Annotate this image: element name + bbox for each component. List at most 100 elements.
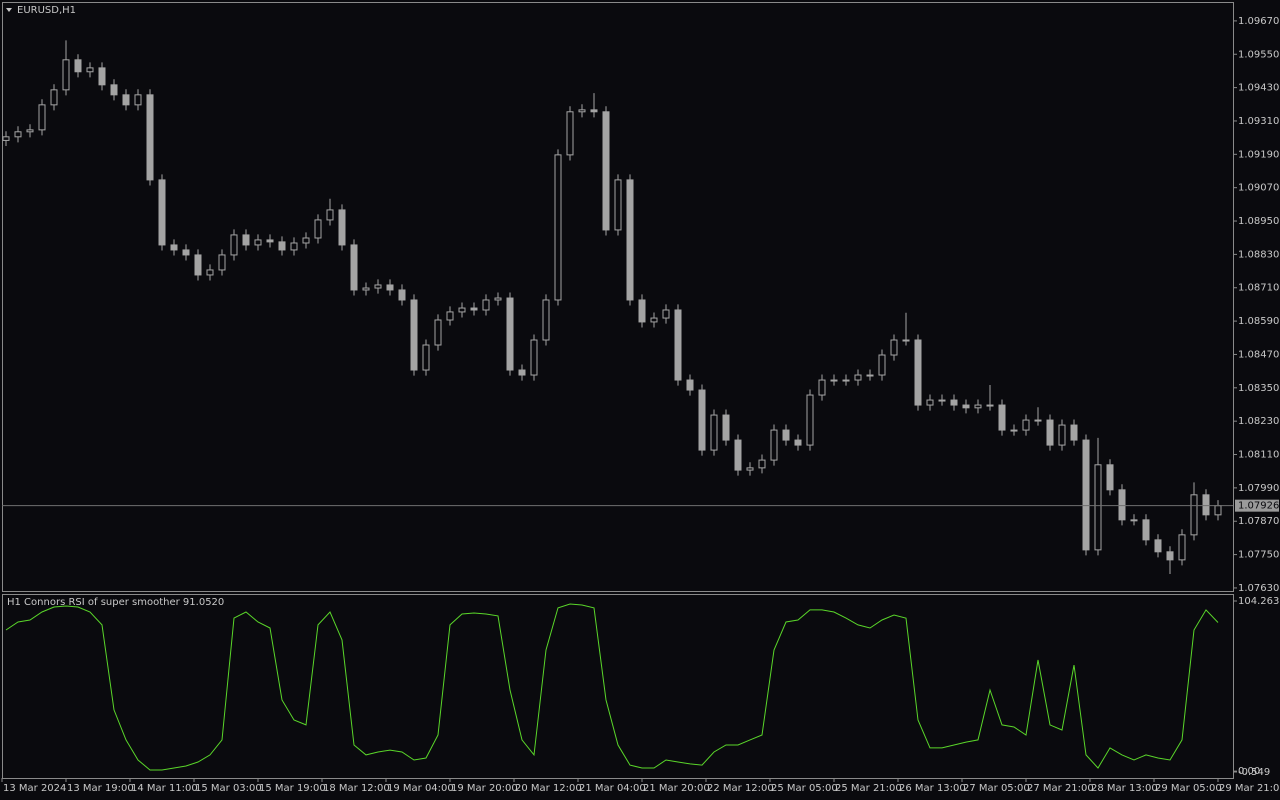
x-tick-label: 27 Mar 05:00: [963, 783, 1030, 794]
candle-body: [722, 414, 730, 441]
candle-body: [326, 209, 334, 221]
candle-body: [842, 379, 850, 382]
candle-body: [914, 339, 922, 406]
candle-body: [938, 399, 946, 402]
x-tick-label: 22 Mar 12:00: [707, 783, 774, 794]
candle-body: [1178, 534, 1186, 561]
candle-body: [1022, 419, 1030, 431]
y-tick-label: 1.07870: [1238, 516, 1279, 527]
x-tick-label: 25 Mar 21:00: [835, 783, 902, 794]
candle-body: [518, 369, 526, 376]
candle-body: [182, 249, 190, 256]
y-tick-label: 104.2638: [1238, 596, 1280, 607]
candle-body: [74, 59, 82, 73]
x-tick-label: 19 Mar 20:00: [451, 783, 518, 794]
candle-body: [422, 344, 430, 371]
candle-body: [2, 136, 10, 141]
candle-body: [602, 111, 610, 231]
y-tick-label: 1.08110: [1238, 450, 1279, 461]
y-tick-label: 1.09550: [1238, 49, 1279, 60]
candle-body: [1106, 464, 1114, 491]
candle-body: [506, 297, 514, 371]
candle-body: [1094, 464, 1102, 551]
candle-body: [1130, 519, 1138, 522]
x-tick-label: 18 Mar 12:00: [323, 783, 390, 794]
candle-body: [314, 219, 322, 239]
candle-body: [746, 467, 754, 471]
x-tick-label: 29 Mar 21:00: [1219, 783, 1280, 794]
candle-body: [578, 109, 586, 113]
candle-body: [62, 59, 70, 91]
candle-body: [1166, 551, 1174, 561]
candle-body: [614, 179, 622, 231]
candle-body: [98, 67, 106, 86]
candle-body: [158, 179, 166, 246]
y-tick-label: 1.07630: [1238, 583, 1279, 594]
y-tick-label: 1.08830: [1238, 249, 1279, 260]
x-tick-label: 28 Mar 13:00: [1091, 783, 1158, 794]
candle-body: [686, 379, 694, 391]
current-price-box: [1235, 499, 1279, 512]
candle-body: [1034, 419, 1042, 422]
candle-body: [590, 109, 598, 113]
current-price-label: 1.07926: [1238, 501, 1279, 512]
candle-body: [338, 209, 346, 246]
candle-body: [50, 89, 58, 106]
candle-body: [734, 439, 742, 471]
candle-body: [146, 94, 154, 181]
candle-body: [386, 284, 394, 291]
candle-body: [554, 154, 562, 301]
x-tick-label: 20 Mar 12:00: [515, 783, 582, 794]
candle-body: [1010, 429, 1018, 432]
x-tick-label: 13 Mar 2024: [3, 783, 66, 794]
candle-body: [626, 179, 634, 301]
candle-body: [410, 299, 418, 371]
candle-body: [350, 244, 358, 291]
x-tick-label: 14 Mar 11:00: [131, 783, 198, 794]
candle-body: [782, 429, 790, 441]
y-tick-label: 1.08950: [1238, 216, 1279, 227]
candle-body: [878, 354, 886, 376]
x-tick-label: 26 Mar 13:00: [899, 783, 966, 794]
x-tick-label: 25 Mar 05:00: [771, 783, 838, 794]
y-tick-label: 1.08590: [1238, 316, 1279, 327]
candle-body: [278, 241, 286, 251]
candle-body: [1190, 494, 1198, 536]
candle-body: [1082, 439, 1090, 551]
candle-body: [302, 237, 310, 244]
candle-body: [1202, 494, 1210, 516]
y-tick-label: 1.08350: [1238, 383, 1279, 394]
candle-body: [458, 307, 466, 313]
x-tick-label: 29 Mar 05:00: [1155, 783, 1222, 794]
x-tick-label: 27 Mar 21:00: [1027, 783, 1094, 794]
candle-body: [806, 394, 814, 446]
candle-body: [290, 242, 298, 251]
x-tick-label: 15 Mar 03:00: [195, 783, 262, 794]
candle-body: [122, 94, 130, 106]
candle-body: [230, 234, 238, 256]
menu-arrow[interactable]: [6, 8, 12, 12]
candle-body: [374, 284, 382, 289]
candle-body: [1070, 424, 1078, 441]
candle-body: [986, 404, 994, 407]
candle-body: [1142, 519, 1150, 541]
candle-body: [1058, 424, 1066, 446]
candle-body: [770, 429, 778, 461]
candle-body: [1046, 419, 1054, 446]
candle-body: [110, 84, 118, 96]
candle-body: [530, 339, 538, 376]
y-tick-label: 1.08230: [1238, 416, 1279, 427]
candle-body: [974, 404, 982, 409]
y-tick-label: 1.07990: [1238, 483, 1279, 494]
candle-body: [218, 254, 226, 271]
y-tick-label: 1.07750: [1238, 550, 1279, 561]
x-tick-label: 19 Mar 04:00: [387, 783, 454, 794]
candle-body: [998, 404, 1006, 431]
candle-body: [14, 131, 22, 138]
candle-body: [962, 404, 970, 409]
candle-body: [818, 379, 826, 396]
candle-body: [494, 297, 502, 301]
